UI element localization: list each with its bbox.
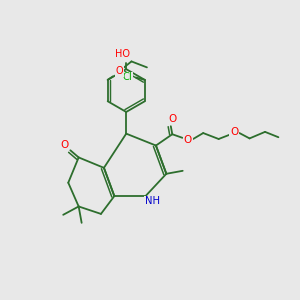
Text: O: O [230,128,238,137]
Text: O: O [116,66,123,76]
Text: Cl: Cl [123,73,133,82]
Text: O: O [168,114,176,124]
Text: O: O [60,140,68,150]
Text: O: O [184,135,192,145]
Text: HO: HO [115,49,130,59]
Text: NH: NH [145,196,160,206]
